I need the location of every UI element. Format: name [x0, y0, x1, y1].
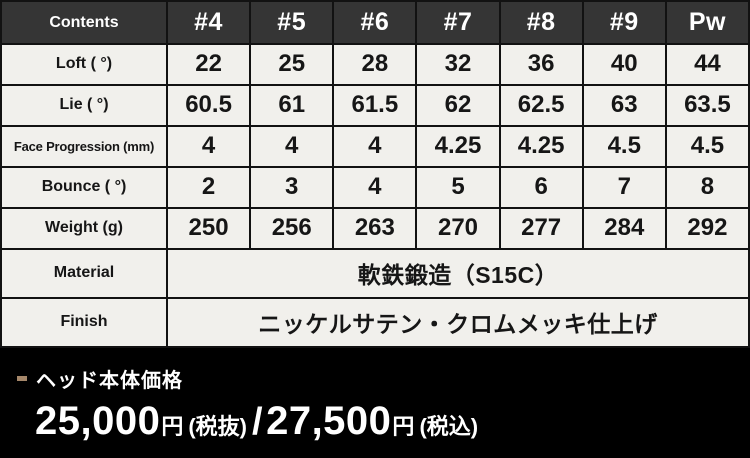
- spec-cell: 4.25: [498, 124, 584, 168]
- spec-cell: 263: [332, 206, 418, 250]
- spec-cell: 61: [249, 83, 335, 127]
- spec-cell: 256: [249, 206, 335, 250]
- spec-cell: 62: [415, 83, 501, 127]
- spec-cell: 277: [498, 206, 584, 250]
- spec-span-cell: 軟鉄鍛造（S15C）: [166, 247, 750, 299]
- table-row: Bounce ( °) 2 3 4 5 6 7 8: [0, 165, 750, 209]
- table-row: Face Progression (mm) 4 4 4 4.25 4.25 4.5 4.5: [0, 124, 750, 168]
- table-row: Finish ニッケルサテン・クロムメッキ仕上げ: [0, 296, 750, 349]
- spec-cell: 270: [415, 206, 501, 250]
- spec-cell: 40: [581, 43, 667, 86]
- spec-table: Contents #4 #5 #6 #7 #8 #9 Pw Loft ( °) 22 25 28 32 3…: [0, 0, 750, 349]
- header-row: Contents #4 #5 #6 #7 #8 #9 Pw: [0, 0, 750, 45]
- price-incl-tax: 27,500: [266, 399, 392, 443]
- spec-span-cell: ニッケルサテン・クロムメッキ仕上げ: [166, 296, 750, 349]
- spec-cell: 284: [581, 206, 667, 250]
- spec-cell: 36: [498, 43, 584, 86]
- club-column-header: #5: [249, 0, 335, 45]
- table-row: Weight (g) 250 256 263 270 277 284 292: [0, 206, 750, 250]
- yen-unit-excl: 円: [161, 414, 184, 439]
- spec-cell: 4: [165, 124, 252, 168]
- row-label: Face Progression (mm): [0, 124, 168, 168]
- row-label: Weight (g): [0, 206, 168, 250]
- price-excl-tax: 25,000: [35, 399, 161, 443]
- tax-incl-note: (税込): [419, 414, 479, 439]
- club-column-header: #9: [581, 0, 667, 45]
- club-column-header: #7: [415, 0, 501, 45]
- spec-cell: 8: [664, 165, 750, 209]
- spec-cell: 25: [249, 43, 335, 86]
- spec-cell: 4: [332, 165, 418, 209]
- price-line: 25,000 円 (税抜) / 27,500 円 (税込): [0, 399, 750, 444]
- spec-cell: 32: [415, 43, 501, 86]
- spec-cell: 63.5: [664, 83, 750, 127]
- spec-cell: 2: [165, 165, 252, 209]
- spec-cell: 4.5: [581, 124, 667, 168]
- spec-cell: 292: [664, 206, 750, 250]
- spec-cell: 4: [249, 124, 335, 168]
- club-column-header: #6: [332, 0, 418, 45]
- spec-cell: 4.5: [664, 124, 750, 168]
- row-label: Lie ( °): [0, 83, 168, 127]
- club-column-header: #4: [165, 0, 252, 45]
- club-column-header: Pw: [664, 0, 750, 45]
- spec-cell: 61.5: [332, 83, 418, 127]
- price-heading: ヘッド本体価格: [0, 364, 750, 393]
- spec-cell: 44: [664, 43, 750, 86]
- price-heading-label: ヘッド本体価格: [36, 370, 183, 392]
- yen-unit-incl: 円: [392, 414, 415, 439]
- table-row: Material 軟鉄鍛造（S15C）: [0, 247, 750, 299]
- spec-cell: 22: [165, 43, 252, 86]
- row-label: Material: [0, 247, 168, 299]
- spec-cell: 62.5: [498, 83, 584, 127]
- contents-header: Contents: [0, 0, 168, 45]
- tax-excl-note: (税抜): [188, 414, 248, 439]
- club-column-header: #8: [498, 0, 584, 45]
- spec-cell: 5: [415, 165, 501, 209]
- spec-cell: 6: [498, 165, 584, 209]
- spec-cell: 250: [165, 206, 252, 250]
- row-label: Loft ( °): [0, 43, 168, 86]
- row-label: Finish: [0, 296, 168, 349]
- row-label: Bounce ( °): [0, 165, 168, 209]
- price-footer: ヘッド本体価格 25,000 円 (税抜) / 27,500 円 (税込): [0, 348, 750, 458]
- table-row: Lie ( °) 60.5 61 61.5 62 62.5 63 63.5: [0, 83, 750, 127]
- dash-icon: [17, 376, 27, 381]
- spec-cell: 60.5: [165, 83, 252, 127]
- spec-cell: 3: [249, 165, 335, 209]
- spec-cell: 4: [332, 124, 418, 168]
- spec-cell: 63: [581, 83, 667, 127]
- spec-cell: 28: [332, 43, 418, 86]
- spec-cell: 7: [581, 165, 667, 209]
- price-separator: /: [252, 401, 264, 443]
- table-row: Loft ( °) 22 25 28 32 36 40 44: [0, 43, 750, 86]
- spec-cell: 4.25: [415, 124, 501, 168]
